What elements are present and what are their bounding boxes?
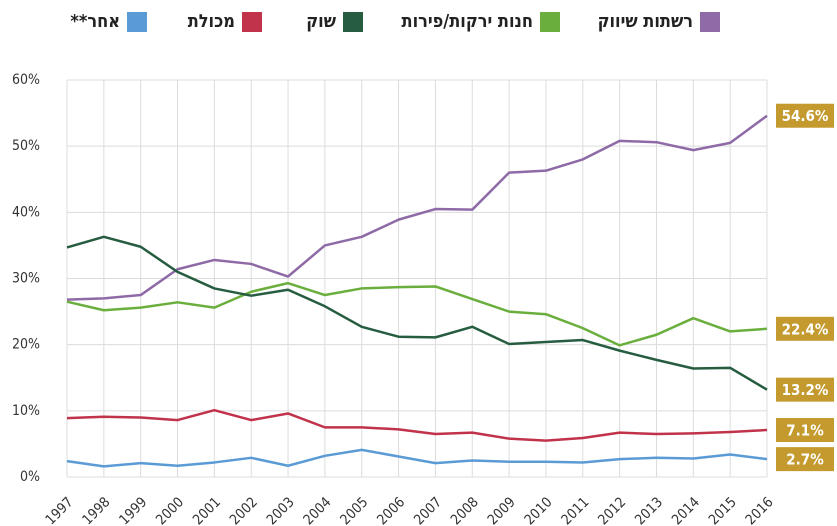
- legend-label: חנות ירקות/פירות: [402, 11, 533, 32]
- series-line: [66, 235, 768, 391]
- x-tick-label: 2016: [743, 494, 777, 526]
- x-tick-label: 2003: [264, 494, 298, 526]
- series-line: [66, 408, 768, 442]
- legend-label: רשתות שיווק: [598, 11, 693, 32]
- x-tick-label: 2002: [227, 494, 261, 526]
- y-tick-label: 40%: [12, 204, 40, 220]
- x-tick-label: 2005: [337, 494, 371, 526]
- value-label: 2.7%: [786, 451, 824, 469]
- y-tick-label: 10%: [12, 403, 40, 419]
- y-tick-label: 20%: [12, 337, 40, 353]
- y-tick-label: 30%: [12, 271, 40, 287]
- value-label: 13.2%: [782, 381, 829, 399]
- legend-label: אחר**: [70, 11, 120, 32]
- y-tick-label: 0%: [20, 469, 40, 485]
- legend-swatch: [540, 12, 560, 32]
- value-label: 22.4%: [782, 320, 829, 338]
- x-tick-label: 2008: [448, 494, 482, 526]
- x-tick-label: 2006: [374, 494, 408, 526]
- x-tick-label: 1998: [80, 494, 114, 526]
- x-tick-label: 2014: [669, 494, 703, 526]
- legend-swatch: [127, 12, 147, 32]
- x-tick-label: 2011: [558, 494, 592, 526]
- legend-label: שוק: [306, 11, 336, 32]
- x-tick-label: 1997: [43, 494, 77, 526]
- series-line: [66, 448, 768, 468]
- x-tick-label: 2010: [522, 494, 556, 526]
- x-tick-label: 2004: [301, 494, 335, 526]
- x-tick-label: 2015: [706, 494, 740, 526]
- x-tick-label: 2009: [485, 494, 519, 526]
- legend-label: מכולת: [188, 11, 235, 32]
- value-label-box: [776, 377, 834, 402]
- x-tick-label: 2000: [153, 494, 187, 526]
- x-tick-label: 2007: [411, 494, 445, 526]
- value-label-box: [776, 447, 834, 472]
- value-label-box: [776, 103, 834, 128]
- y-tick-label: 60%: [12, 72, 40, 88]
- value-label: 54.6%: [782, 107, 829, 125]
- y-tick-label: 50%: [12, 138, 40, 154]
- value-label-box: [776, 316, 834, 341]
- legend-swatch: [343, 12, 363, 32]
- x-tick-label: 2001: [190, 494, 224, 526]
- x-tick-label: 2012: [595, 494, 629, 526]
- series-line: [66, 114, 768, 301]
- x-tick-label: 2013: [632, 494, 666, 526]
- legend-swatch: [700, 12, 720, 32]
- value-label: 7.1%: [786, 422, 824, 440]
- series-line: [66, 281, 768, 347]
- legend-swatch: [242, 12, 262, 32]
- value-label-box: [776, 418, 834, 443]
- x-tick-label: 1999: [116, 494, 150, 526]
